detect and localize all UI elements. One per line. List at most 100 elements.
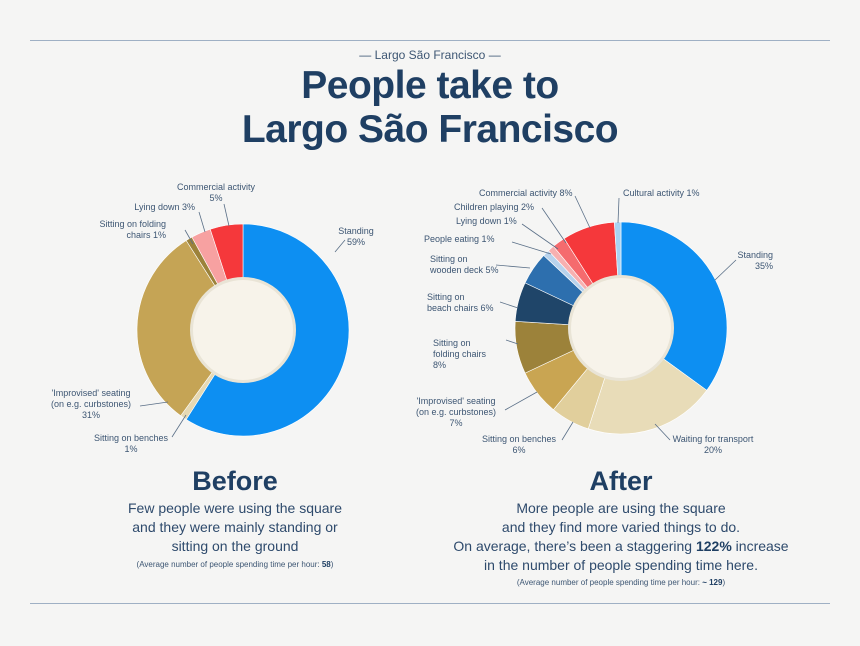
bottom-divider <box>30 603 830 604</box>
donut-after: Standing 35% Waiting for transport 20% Sitti… <box>416 188 773 455</box>
after-note-prefix: (Average number of people spending time … <box>516 578 703 587</box>
leader-line <box>499 301 519 309</box>
slice-label-line: 8% <box>433 360 446 370</box>
slice-label: Standing 59% <box>338 226 374 247</box>
slice-label-line: chairs 1% <box>126 230 166 240</box>
slice-label-line: Lying down 1% <box>456 216 517 226</box>
slice-label: 'Improvised' seating (on e.g. curbstones)… <box>51 388 131 420</box>
leader-line <box>541 207 567 244</box>
top-divider <box>30 40 830 41</box>
slice-label-line: wooden deck 5% <box>429 265 499 275</box>
slice-label-line: 35% <box>755 261 773 271</box>
slice-label: People eating 1% <box>424 234 495 244</box>
donut-before: Standing 59% Sitting on benches 1% 'Improvis… <box>51 182 374 454</box>
slice-label-line: 1% <box>124 444 137 454</box>
slice-label-line: 'Improvised' seating <box>417 396 496 406</box>
slice-label-line: 6% <box>512 445 525 455</box>
slice-label-line: Standing <box>737 250 773 260</box>
slice-label-line: Children playing 2% <box>454 202 534 212</box>
slice-label: Waiting for transport 20% <box>673 434 754 455</box>
before-heading: Before <box>192 466 278 496</box>
slice-label: Sitting on beach chairs 6% <box>427 292 494 313</box>
slice-label-line: Sitting on <box>433 338 471 348</box>
leader-line <box>714 259 737 281</box>
slice-label-line: 20% <box>704 445 722 455</box>
leader-line <box>561 421 574 441</box>
after-description: More people are using the square and the… <box>421 499 821 575</box>
leader-line <box>574 195 591 229</box>
after-desc-line-1: More people are using the square <box>516 500 726 516</box>
donut-hole <box>193 280 293 380</box>
slice-label: Sitting on benches 6% <box>482 434 557 455</box>
slice-label: Cultural activity 1% <box>623 188 700 198</box>
slice-label: Sitting on wooden deck 5% <box>429 254 499 275</box>
slice-label: Standing 35% <box>737 250 773 271</box>
slice-label-line: Sitting on benches <box>94 433 169 443</box>
slice-label-line: Lying down 3% <box>134 202 195 212</box>
slice-label: Children playing 2% <box>454 202 534 212</box>
donut-hole <box>571 278 671 378</box>
leader-line <box>654 423 671 441</box>
slice-label-line: (on e.g. curbstones) <box>51 399 131 409</box>
slice-label-line: People eating 1% <box>424 234 495 244</box>
leader-line <box>511 241 552 255</box>
kicker: — Largo São Francisco — <box>359 48 501 62</box>
leader-line <box>223 203 230 227</box>
slice-label-line: Standing <box>338 226 374 236</box>
slice-label-line: Waiting for transport <box>673 434 754 444</box>
after-desc-line-4: in the number of people spending time he… <box>484 557 758 573</box>
after-note-suffix: ) <box>722 578 726 587</box>
slice-label: Commercial activity 8% <box>479 188 573 198</box>
leader-line <box>504 391 538 411</box>
slice-label-line: 'Improvised' seating <box>52 388 131 398</box>
slice-label-line: beach chairs 6% <box>427 303 494 313</box>
slice-label: Sitting on folding chairs 8% <box>433 338 487 370</box>
before-desc-line-2: and they were mainly standing or <box>132 519 338 535</box>
leader-line <box>521 223 559 250</box>
after-desc-line-3: On average, there’s been a staggering 12… <box>421 537 821 556</box>
before-note-value: 58 <box>321 560 331 569</box>
before-note-prefix: (Average number of people spending time … <box>136 560 322 569</box>
increase-percent: 122% <box>695 538 732 554</box>
page-title: People take to Largo São Francisco <box>0 64 860 152</box>
slice-label-line: 59% <box>347 237 365 247</box>
slice-label-line: 5% <box>209 193 222 203</box>
slice-label: Commercial activity 5% <box>177 182 256 203</box>
slice-label: 'Improvised' seating (on e.g. curbstones)… <box>416 396 496 428</box>
slice-label: Lying down 3% <box>134 202 195 212</box>
title-line-2: Largo São Francisco <box>241 108 619 151</box>
slice-label-line: Sitting on <box>430 254 468 264</box>
leader-line <box>617 197 620 224</box>
before-description: Few people were using the square and the… <box>85 499 385 556</box>
after-desc-line-2: and they find more varied things to do. <box>501 519 741 535</box>
slice-label: Sitting on benches 1% <box>94 433 169 454</box>
title-line-1: People take to <box>301 64 559 107</box>
leader-line <box>184 229 194 245</box>
slice-label-line: 7% <box>449 418 462 428</box>
leader-line <box>495 264 531 269</box>
leader-line <box>139 401 169 407</box>
slice-label-line: Commercial activity <box>177 182 256 192</box>
slice-label-line: Cultural activity 1% <box>623 188 700 198</box>
slice-label-line: folding chairs <box>433 349 487 359</box>
after-note: (Average number of people spending time … <box>421 578 821 587</box>
slice-label: Sitting on folding chairs 1% <box>99 219 166 240</box>
after-heading: After <box>589 466 653 496</box>
before-note: (Average number of people spending time … <box>85 560 385 569</box>
slice-label: Lying down 1% <box>456 216 517 226</box>
after-desc-line-3-suffix: increase <box>731 538 789 554</box>
slice-label-line: Sitting on folding <box>99 219 166 229</box>
after-desc-line-3-prefix: On average, there’s been a staggering <box>453 538 696 554</box>
slice-label-line: 31% <box>82 410 100 420</box>
after-note-value: ~ 129 <box>702 578 723 587</box>
leader-line <box>334 239 346 253</box>
leader-line <box>171 414 187 438</box>
before-desc-line-1: Few people were using the square <box>127 500 343 516</box>
before-desc-line-3: sitting on the ground <box>171 538 299 554</box>
slice-label-line: Commercial activity 8% <box>479 188 573 198</box>
slice-label-line: (on e.g. curbstones) <box>416 407 496 417</box>
before-note-suffix: ) <box>330 560 334 569</box>
leader-line <box>505 339 519 345</box>
slice-label-line: Sitting on <box>427 292 465 302</box>
